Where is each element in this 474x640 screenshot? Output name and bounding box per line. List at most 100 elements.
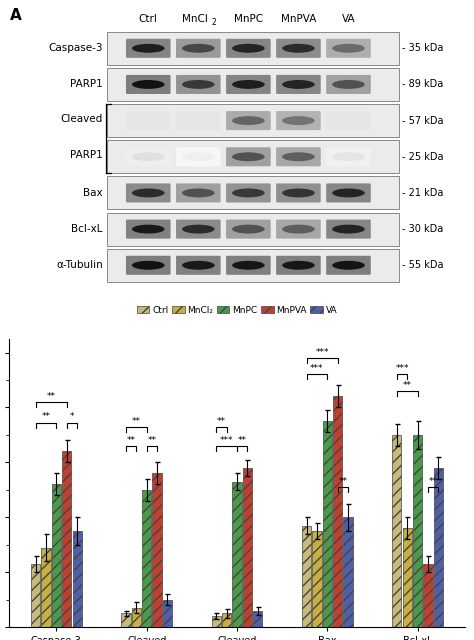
Text: MnPC: MnPC [234,14,263,24]
Bar [434,468,443,627]
FancyBboxPatch shape [326,147,371,166]
Ellipse shape [282,44,315,52]
Text: ***: *** [395,364,409,373]
FancyBboxPatch shape [326,256,371,275]
Text: α-Tubulin: α-Tubulin [56,260,103,270]
Bar [107,104,399,137]
FancyBboxPatch shape [276,220,321,239]
FancyBboxPatch shape [276,75,321,94]
Ellipse shape [232,116,264,125]
Bar [253,611,263,627]
FancyBboxPatch shape [176,220,220,239]
Text: Ctrl: Ctrl [139,14,158,24]
FancyBboxPatch shape [226,75,271,94]
Text: **: ** [127,436,136,445]
Legend: Ctrl, MnCl₂, MnPC, MnPVA, VA: Ctrl, MnCl₂, MnPC, MnPVA, VA [137,306,337,315]
Text: - 55 kDa: - 55 kDa [402,260,443,270]
Ellipse shape [282,80,315,89]
Text: PARP1: PARP1 [70,79,103,90]
Bar [107,32,399,65]
Bar [392,435,401,627]
Bar [232,482,242,627]
Text: **: ** [42,412,51,422]
Text: - 57 kDa: - 57 kDa [402,116,443,125]
FancyBboxPatch shape [326,220,371,239]
FancyBboxPatch shape [276,39,321,58]
Text: **: ** [147,436,156,445]
Ellipse shape [332,80,365,89]
Bar [41,548,51,627]
Ellipse shape [182,261,215,269]
Ellipse shape [282,116,315,125]
Bar [62,451,72,627]
Text: Cleaved: Cleaved [61,114,103,124]
Bar [153,474,162,627]
Text: **: ** [403,381,412,390]
Text: - 89 kDa: - 89 kDa [402,79,443,90]
Text: - 25 kDa: - 25 kDa [402,152,443,162]
Ellipse shape [132,261,164,269]
Bar [142,490,151,627]
Ellipse shape [182,80,215,89]
Bar [413,435,422,627]
Bar [343,517,353,627]
Bar [423,564,433,627]
Ellipse shape [282,261,315,269]
Text: 2: 2 [211,18,216,27]
FancyBboxPatch shape [176,75,220,94]
FancyBboxPatch shape [126,75,171,94]
Bar [211,616,221,627]
Text: **: ** [237,436,246,445]
Text: A: A [9,8,21,23]
Ellipse shape [232,152,264,161]
Bar [52,484,61,627]
Text: **: ** [132,417,141,426]
Ellipse shape [332,225,365,234]
Bar [132,608,141,627]
FancyBboxPatch shape [226,256,271,275]
Bar [107,177,399,209]
Ellipse shape [282,225,315,234]
Ellipse shape [132,152,164,161]
Ellipse shape [132,80,164,89]
FancyBboxPatch shape [176,39,220,58]
FancyBboxPatch shape [226,220,271,239]
Text: - 35 kDa: - 35 kDa [402,44,443,53]
Text: *: * [70,412,74,422]
Bar [333,396,342,627]
FancyBboxPatch shape [176,256,220,275]
Text: ***: *** [310,364,324,373]
Bar [222,614,231,627]
FancyBboxPatch shape [127,111,170,130]
Ellipse shape [182,44,215,52]
Ellipse shape [132,225,164,234]
Text: Bcl-xL: Bcl-xL [71,224,103,234]
Text: **: ** [428,477,438,486]
Ellipse shape [232,44,264,52]
Ellipse shape [132,44,164,52]
FancyBboxPatch shape [276,111,321,130]
Text: **: ** [47,392,56,401]
Text: ***: *** [220,436,233,445]
Text: ***: *** [315,348,329,357]
Ellipse shape [182,152,215,161]
Bar [107,249,399,282]
FancyBboxPatch shape [176,184,220,202]
Bar [107,68,399,101]
FancyBboxPatch shape [276,256,321,275]
Text: PARP1: PARP1 [70,150,103,160]
FancyBboxPatch shape [176,111,220,130]
FancyBboxPatch shape [226,147,271,166]
FancyBboxPatch shape [226,184,271,202]
Text: MnCl: MnCl [182,14,208,24]
FancyBboxPatch shape [126,39,171,58]
FancyBboxPatch shape [176,147,220,166]
Bar [73,531,82,627]
Ellipse shape [232,80,264,89]
Bar [107,212,399,246]
Bar [243,468,252,627]
Bar [302,525,311,627]
Text: VA: VA [342,14,356,24]
Ellipse shape [282,152,315,161]
Ellipse shape [232,261,264,269]
